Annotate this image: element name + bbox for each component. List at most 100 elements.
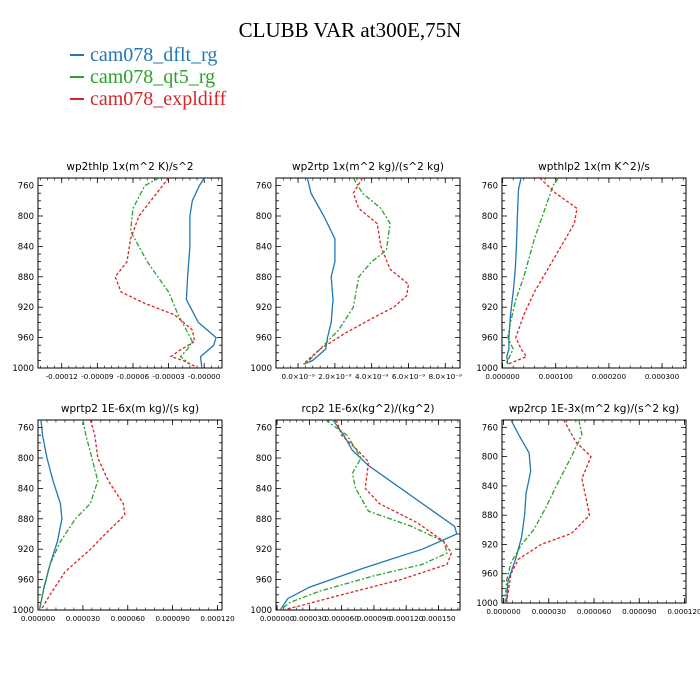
x-tick-label: 0.000060 [324, 614, 359, 623]
series-line [279, 420, 448, 610]
x-tick-label: 0.000300 [645, 372, 680, 381]
y-tick-label: 880 [482, 273, 498, 283]
series-line [303, 178, 410, 365]
x-tick-label: 0.0×10⁻⁹ [281, 372, 314, 381]
x-tick-label: 6.0×10⁻⁹ [392, 372, 425, 381]
y-tick-label: 760 [18, 424, 34, 434]
y-tick-label: 960 [256, 576, 272, 586]
panel-title: wp2thlp 1x(m^2 K)/s^2 [66, 161, 193, 173]
x-tick-label: 0.000120 [667, 607, 700, 616]
legend-item-qt5: cam078_qt5_rg [70, 66, 226, 88]
y-tick-label: 880 [18, 515, 34, 525]
x-tick-label: 0.000000 [486, 607, 521, 616]
y-tick-label: 760 [482, 182, 498, 192]
plot-frame [275, 419, 461, 611]
x-tick-label: -0.00003 [152, 372, 184, 381]
series-line [507, 178, 578, 365]
y-tick-label: 800 [18, 212, 34, 222]
chart-panel: wp2rcp 1E-3x(m^2 kg)/(s^2 kg) 760 800 840 88… [476, 403, 700, 616]
y-tick-label: 840 [256, 484, 272, 494]
panel-title: wp2rcp 1E-3x(m^2 kg)/(s^2 kg) [509, 403, 680, 415]
y-tick-label: 760 [18, 182, 34, 192]
y-tick-label: 1000 [12, 606, 34, 616]
x-tick-label: -0.00009 [81, 372, 114, 381]
series-line [505, 420, 532, 603]
x-tick-label: 0.000120 [200, 614, 235, 623]
y-tick-label: 880 [482, 511, 498, 521]
series-line [185, 178, 217, 368]
x-tick-label: 0.000090 [357, 614, 392, 623]
y-tick-label: 840 [482, 242, 498, 252]
x-tick-label: 0.000090 [622, 607, 657, 616]
series-line [504, 178, 559, 365]
series-line [504, 420, 583, 603]
x-tick-label: 0.000090 [155, 614, 190, 623]
x-tick-label: 0.000200 [592, 372, 627, 381]
y-tick-label: 760 [256, 424, 272, 434]
series-line [38, 420, 99, 610]
series-line [129, 178, 194, 365]
panel-title: rcp2 1E-6x(kg^2)/(kg^2) [302, 403, 435, 415]
y-tick-label: 840 [256, 242, 272, 252]
x-tick-label: 0.000100 [539, 372, 574, 381]
series-line [282, 420, 453, 610]
plot-frame [37, 177, 223, 369]
chart-panel: rcp2 1E-6x(kg^2)/(kg^2) 760 800 840 880 920 96… [250, 403, 461, 623]
y-tick-label: 960 [482, 334, 498, 344]
legend-swatch [70, 98, 84, 100]
y-tick-label: 800 [256, 454, 272, 464]
x-tick-label: 0.000030 [66, 614, 101, 623]
y-tick-label: 920 [18, 545, 34, 555]
panel-title: wpthlp2 1x(m K^2)/s [538, 161, 650, 173]
y-tick-label: 1000 [12, 364, 34, 374]
x-tick-label: 0.000060 [577, 607, 612, 616]
y-tick-label: 840 [18, 484, 34, 494]
series-line [506, 178, 522, 365]
x-tick-label: 0.000060 [111, 614, 146, 623]
y-tick-label: 960 [18, 334, 34, 344]
panel-title: wprtp2 1E-6x(m kg)/(s kg) [61, 403, 199, 415]
plot-frame [275, 177, 461, 369]
series-line [303, 178, 336, 365]
legend-item-dflt: cam078_dflt_rg [70, 44, 226, 66]
y-tick-label: 880 [256, 273, 272, 283]
y-tick-label: 760 [256, 182, 272, 192]
x-tick-label: -0.00000 [188, 372, 221, 381]
x-tick-label: 0.000120 [389, 614, 424, 623]
y-tick-label: 840 [482, 482, 498, 492]
series-line [279, 420, 458, 610]
y-tick-label: 920 [256, 303, 272, 313]
chart-panel: wpthlp2 1x(m K^2)/s 760 800 840 880 920 960 100… [476, 161, 687, 381]
legend-swatch [70, 76, 84, 78]
x-tick-label: 0.000030 [292, 614, 327, 623]
y-tick-label: 960 [18, 576, 34, 586]
x-tick-label: 0.000000 [260, 614, 295, 623]
y-tick-label: 800 [482, 453, 498, 463]
x-tick-label: 4.0×10⁻⁹ [355, 372, 388, 381]
plot-frame [501, 419, 687, 604]
y-tick-label: 800 [256, 212, 272, 222]
y-tick-label: 920 [256, 545, 272, 555]
plot-frame [37, 419, 223, 611]
y-tick-label: 1000 [250, 364, 272, 374]
y-tick-label: 760 [482, 423, 498, 433]
y-tick-label: 880 [256, 515, 272, 525]
y-tick-label: 920 [482, 303, 498, 313]
y-tick-label: 960 [482, 570, 498, 580]
chart-panel: wp2thlp 1x(m^2 K)/s^2 760 800 840 880 920 960 1… [12, 161, 223, 381]
chart-panel: wprtp2 1E-6x(m kg)/(s kg) 760 800 840 880 920… [12, 403, 235, 623]
legend: cam078_dflt_rg cam078_qt5_rg cam078_expl… [70, 44, 226, 110]
y-tick-label: 880 [18, 273, 34, 283]
legend-item-expldiff: cam078_expldiff [70, 88, 226, 110]
x-tick-label: -0.00006 [117, 372, 150, 381]
y-tick-label: 1000 [476, 599, 498, 609]
series-line [40, 420, 126, 610]
figure-title: CLUBB VAR at300E,75N [238, 18, 462, 42]
series-line [505, 420, 592, 603]
legend-label: cam078_expldiff [90, 88, 227, 110]
x-tick-label: 8.0×10⁻⁹ [429, 372, 462, 381]
y-tick-label: 920 [482, 540, 498, 550]
y-tick-label: 1000 [476, 364, 498, 374]
plot-frame [501, 177, 687, 369]
